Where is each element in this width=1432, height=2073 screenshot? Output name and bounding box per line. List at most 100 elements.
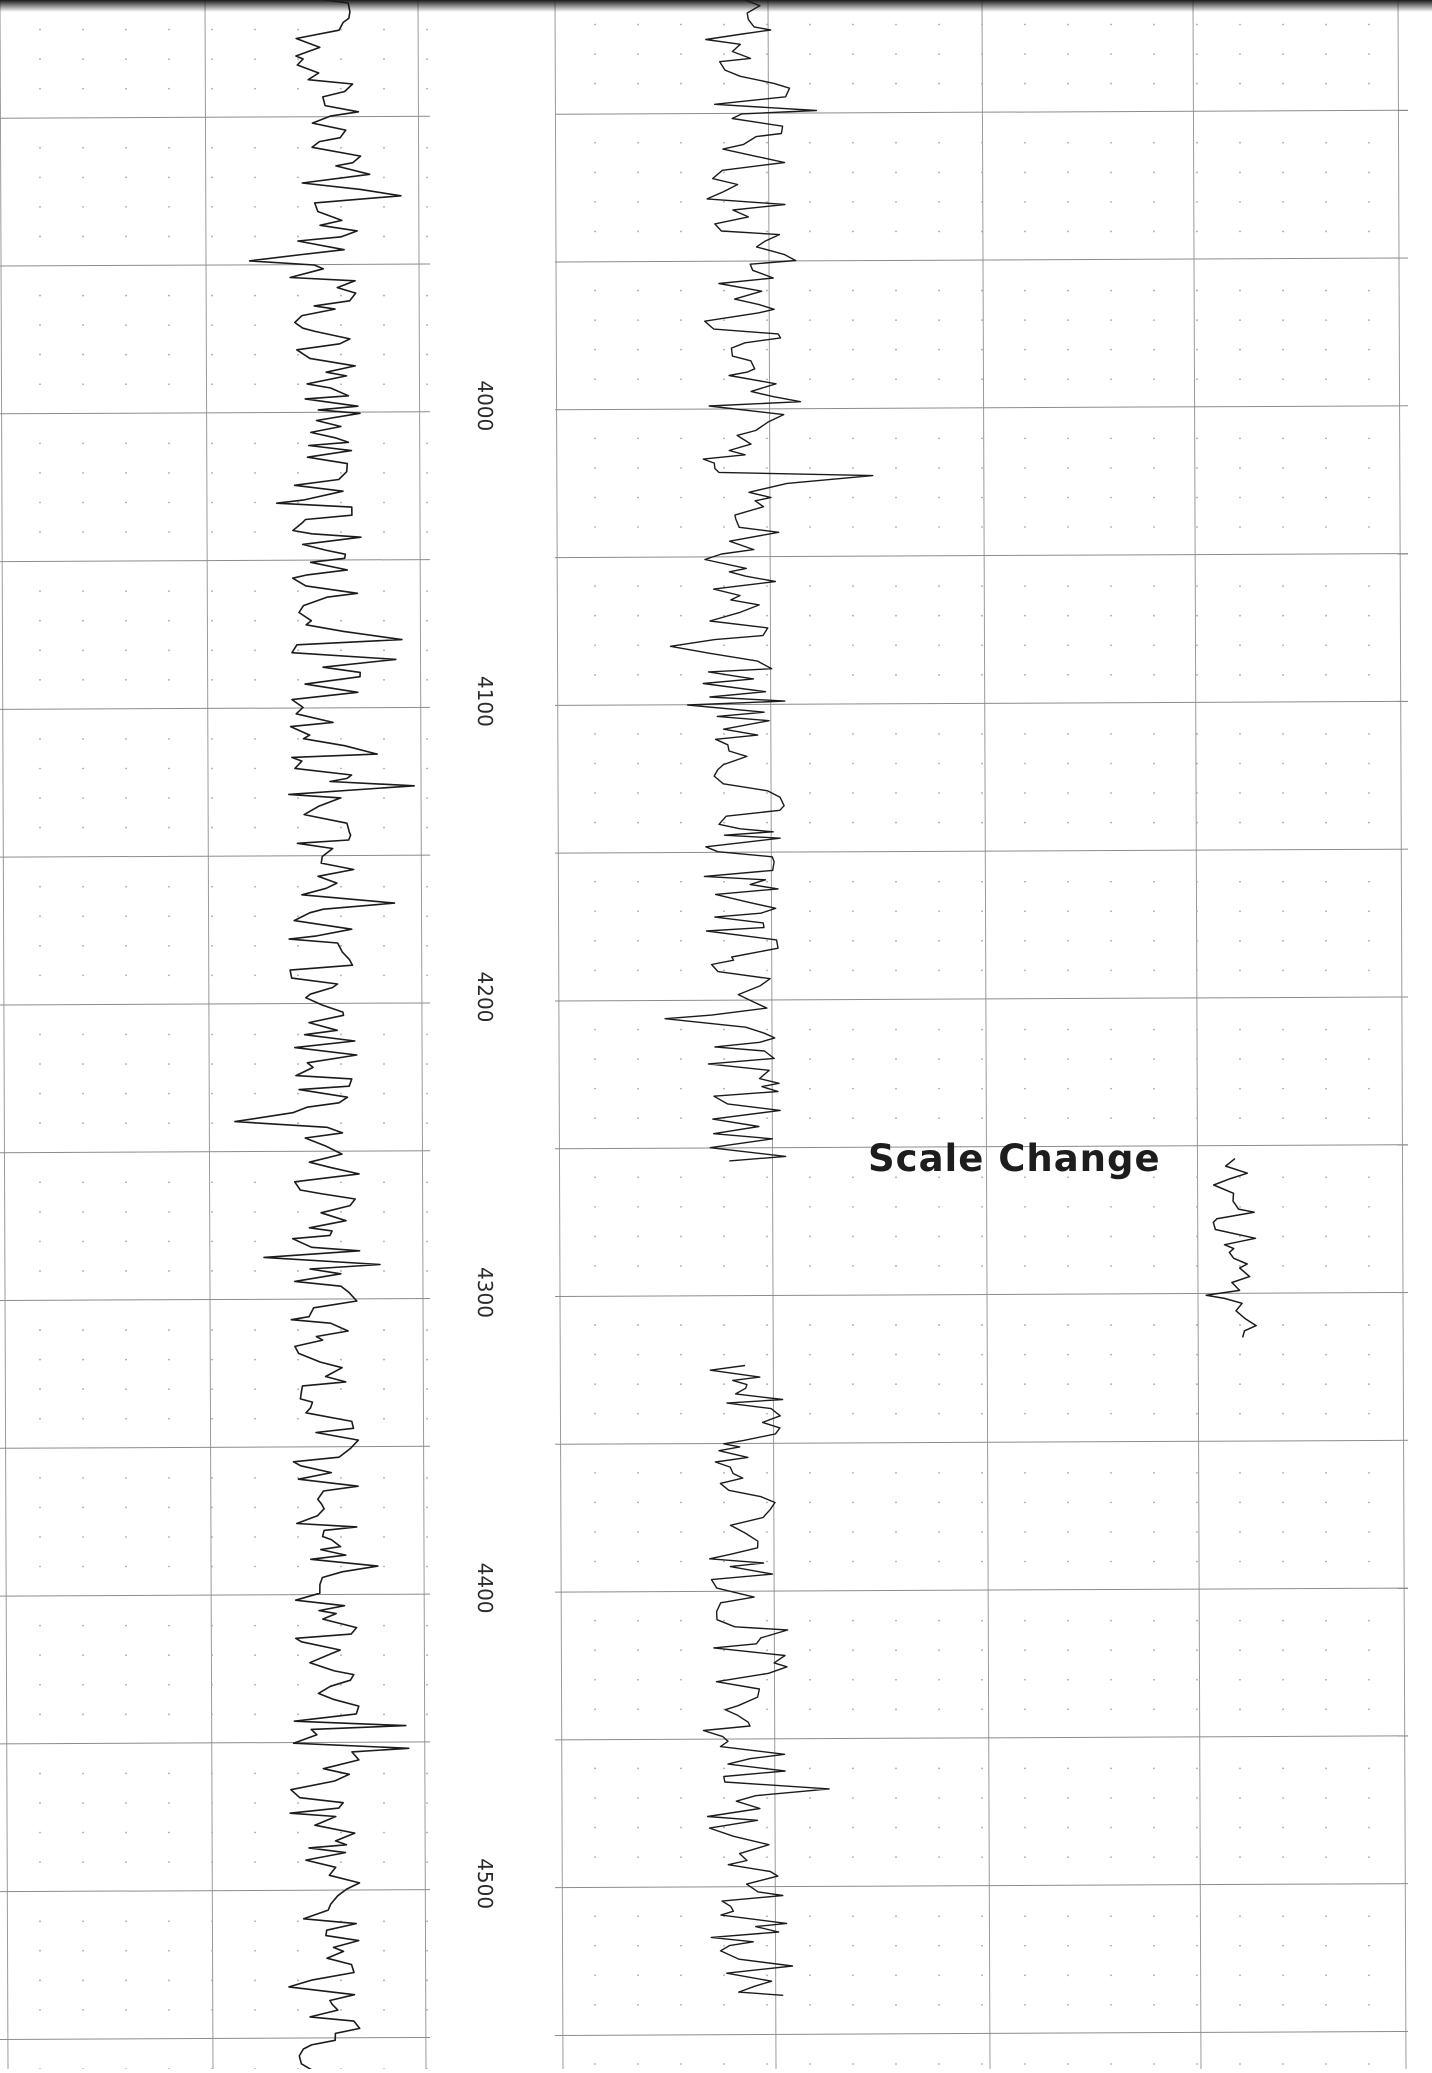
grid-dot <box>1153 1797 1155 1799</box>
grid-dot <box>39 28 41 31</box>
grid-dot <box>1024 496 1026 499</box>
grid-dot <box>211 738 213 740</box>
grid-dot <box>680 526 682 528</box>
grid-dot <box>1110 319 1112 322</box>
grid-dot <box>1368 2003 1370 2006</box>
grid-dot <box>254 619 256 622</box>
grid-dot <box>1368 1649 1370 1652</box>
grid-dot <box>1196 644 1198 647</box>
grid-dot <box>594 289 596 292</box>
grid-dot <box>297 797 299 799</box>
grid-dot <box>1282 1324 1284 1326</box>
grid-dot <box>1196 1471 1198 1474</box>
grid-dot <box>125 1861 127 1863</box>
grid-dot <box>852 1501 854 1504</box>
grid-dot <box>1110 1087 1112 1090</box>
grid-dot <box>254 353 256 356</box>
grid-dot <box>1153 910 1155 913</box>
grid-dot <box>1239 1353 1241 1356</box>
grid-dot <box>938 733 940 735</box>
grid-dot <box>1196 1678 1198 1681</box>
grid-dot <box>39 826 41 829</box>
grid-dot <box>39 1536 41 1538</box>
grid-dot <box>254 1536 256 1538</box>
grid-dot <box>723 1974 725 1977</box>
grid-dot <box>637 1560 639 1563</box>
grid-dot <box>1153 1058 1155 1060</box>
grid-dot <box>766 939 768 942</box>
grid-dot <box>938 171 940 174</box>
grid-dot <box>1153 1028 1155 1031</box>
grid-dot <box>981 1708 983 1711</box>
grid-dot <box>125 501 127 504</box>
grid-dot <box>1110 348 1112 351</box>
grid-dot <box>254 1772 256 1775</box>
grid-dot <box>1067 821 1069 824</box>
grid-dot <box>125 353 127 356</box>
grid-dot <box>809 1974 811 1977</box>
grid-dot <box>125 1063 127 1065</box>
grid-dot <box>1196 1974 1198 1977</box>
grid-dot <box>39 649 41 652</box>
grid-dot <box>809 1767 811 1770</box>
grid-dot <box>723 1383 725 1386</box>
grid-dot <box>340 1270 342 1272</box>
grid-dot <box>39 2008 41 2011</box>
grid-dot <box>383 294 385 297</box>
grid-dot <box>637 1826 639 1829</box>
grid-dot <box>1368 1974 1370 1977</box>
grid-dot <box>211 1270 213 1272</box>
grid-dot <box>852 1708 854 1711</box>
grid-hline-right <box>554 1144 1409 1150</box>
grid-dot <box>852 880 854 883</box>
grid-dot <box>1368 1235 1370 1238</box>
grid-dot <box>340 1506 342 1509</box>
grid-dot <box>594 880 596 883</box>
depth-label: 4500 <box>473 1858 497 1909</box>
grid-dot <box>1024 1560 1026 1563</box>
grid-dot <box>680 614 682 617</box>
grid-dot <box>211 87 213 90</box>
grid-dot <box>809 969 811 972</box>
grid-dot <box>1282 1944 1284 1947</box>
grid-dot <box>211 176 213 179</box>
grid-dot <box>1325 289 1327 292</box>
grid-dot <box>766 1708 768 1711</box>
grid-dot <box>1282 762 1284 765</box>
grid-dot <box>1282 1619 1284 1622</box>
grid-dot <box>895 496 897 499</box>
grid-dot <box>82 206 84 208</box>
grid-dot <box>1325 1619 1327 1622</box>
grid-dot <box>637 1501 639 1504</box>
grid-dot <box>340 1063 342 1065</box>
grid-dot <box>1110 762 1112 765</box>
grid-dot <box>809 792 811 794</box>
grid-dot <box>981 2003 983 2006</box>
grid-dot <box>1024 1797 1026 1799</box>
grid-dot <box>637 733 639 735</box>
grid-dot <box>852 1974 854 1977</box>
grid-dot <box>82 1624 84 1627</box>
grid-dot <box>168 738 170 740</box>
grid-dot <box>1325 1028 1327 1031</box>
grid-dot <box>981 939 983 942</box>
grid-dot <box>981 644 983 647</box>
grid-dot <box>383 1949 385 1952</box>
grid-dot <box>1239 1235 1241 1238</box>
grid-dot <box>254 472 256 474</box>
grid-dot <box>125 1772 127 1775</box>
grid-dot <box>297 885 299 888</box>
grid-dot <box>1325 1560 1327 1563</box>
grid-dot <box>1067 1383 1069 1386</box>
grid-dot <box>297 974 299 977</box>
grid-dot <box>168 1181 170 1184</box>
grid-dot <box>1110 201 1112 203</box>
grid-dot <box>1196 496 1198 499</box>
grid-dot <box>594 1205 596 1208</box>
grid-dot <box>1024 969 1026 972</box>
grid-dot <box>723 1205 725 1208</box>
grid-dot <box>211 1772 213 1775</box>
grid-hline-left <box>0 1150 431 1154</box>
grid-dot <box>82 1683 84 1686</box>
grid-dot <box>211 1329 213 1331</box>
